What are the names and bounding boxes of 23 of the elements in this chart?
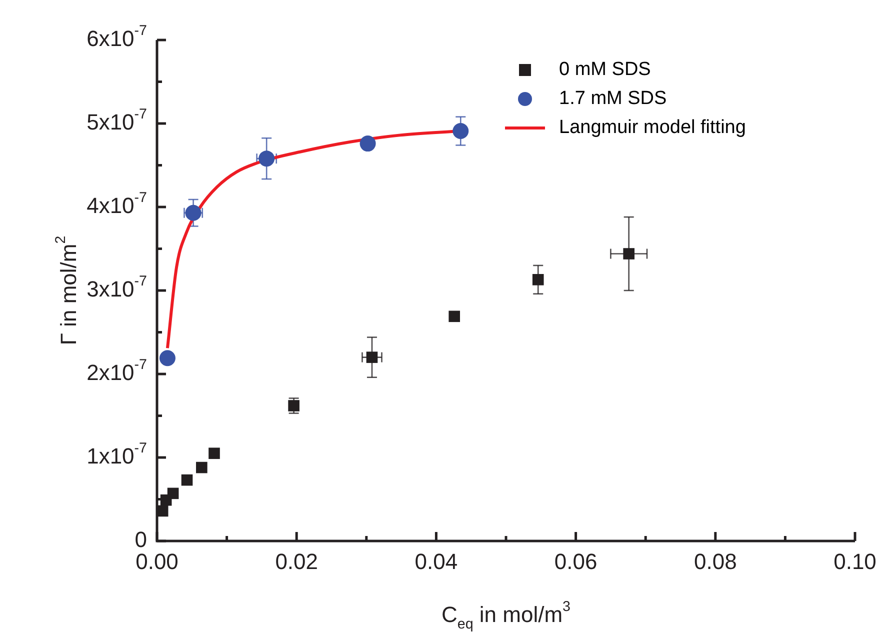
point (157, 505, 168, 517)
point (167, 488, 179, 500)
x-tick-label: 0.06 (554, 549, 598, 574)
point (258, 150, 275, 167)
point (532, 274, 544, 286)
point (360, 136, 376, 152)
point (366, 352, 378, 363)
point (623, 248, 635, 260)
point (159, 350, 176, 366)
point (208, 448, 220, 459)
point (288, 400, 300, 412)
legend-label: 0 mM SDS (559, 59, 651, 80)
y-axis-title: Γ in mol/m2 (53, 236, 82, 346)
x-tick-label: 0.02 (275, 549, 318, 574)
point (448, 310, 460, 322)
legend-label: 1.7 mM SDS (559, 88, 667, 110)
x-tick-label: 0.04 (414, 549, 458, 574)
point (196, 462, 208, 474)
point (181, 474, 193, 486)
point (452, 123, 469, 140)
legend-label: Langmuir model fitting (559, 117, 746, 138)
x-tick-label: 0.10 (834, 549, 876, 574)
x-tick-label: 0.08 (694, 549, 737, 574)
